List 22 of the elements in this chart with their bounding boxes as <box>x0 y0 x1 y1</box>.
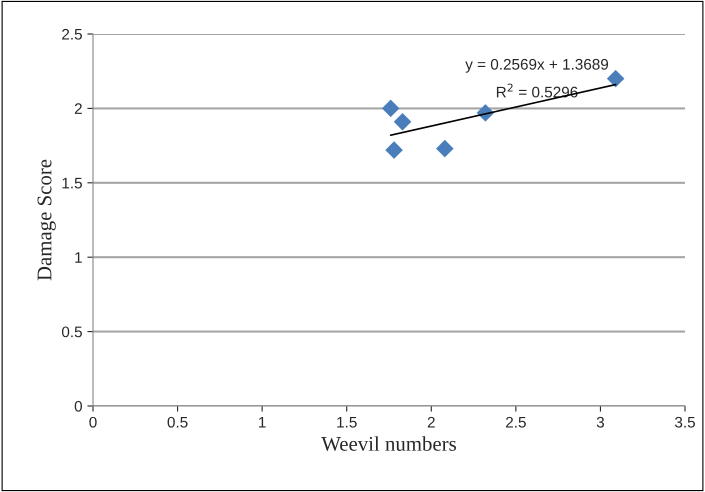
point <box>394 113 412 131</box>
y-tick-label: 1 <box>75 252 82 263</box>
x-tick-label: 1 <box>259 416 266 428</box>
y-tick-label: 2.5 <box>62 28 82 40</box>
x-axis-title: Weevil numbers <box>321 436 456 451</box>
x-tick-label: 1.5 <box>337 416 357 428</box>
y-tick-label: 0 <box>74 400 82 412</box>
point <box>436 140 454 158</box>
x-tick-label: 3 <box>596 416 604 428</box>
x-tick-label: 3.5 <box>674 416 695 428</box>
x-tick-label: 2.5 <box>506 416 526 428</box>
x-tick-label: 0 <box>89 416 97 428</box>
annotation: y = 0.2569x + 1.3689 <box>465 58 608 73</box>
y-tick-label: 1.5 <box>62 178 82 188</box>
y-axis-title: Damage Score <box>38 160 56 280</box>
x-tick-label: 0.5 <box>168 416 188 428</box>
y-tick-label: 2 <box>74 103 82 114</box>
point <box>606 70 624 88</box>
point <box>385 141 403 159</box>
y-tick-label: 0.5 <box>62 326 82 338</box>
x-tick-label: 2 <box>428 416 435 428</box>
point <box>382 100 400 118</box>
